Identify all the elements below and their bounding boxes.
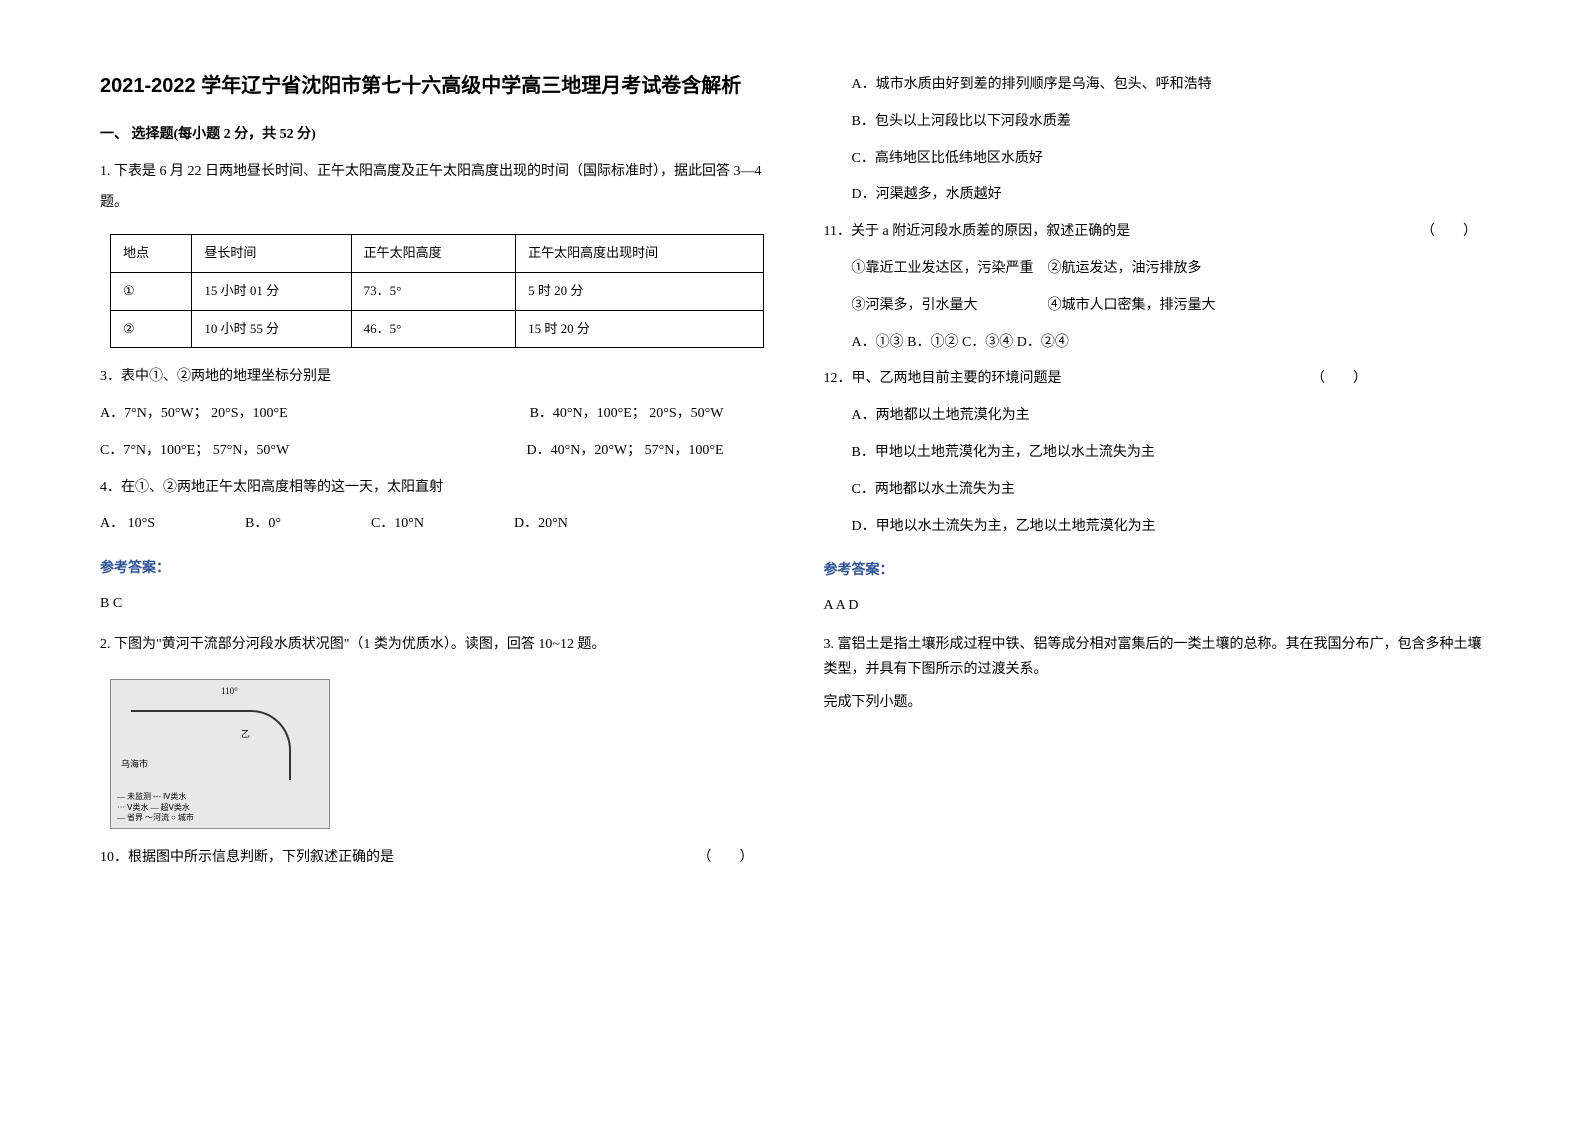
question-12-stem: 12．甲、乙两地目前主要的环境问题是 （ ） (824, 364, 1488, 395)
q4-option-b: B．0° (245, 509, 281, 540)
q4-option-d: D．20°N (514, 509, 568, 540)
q3-option-d: D．40°N，20°W； 57°N，100°E (527, 436, 724, 467)
cell: 10 小时 55 分 (192, 310, 351, 348)
q3-options-row2: C．7°N，100°E； 57°N，50°W D．40°N，20°W； 57°N… (100, 436, 764, 467)
right-column: A．城市水质由好到差的排列顺序是乌海、包头、呼和浩特 B．包头以上河段比以下河段… (824, 70, 1488, 1052)
legend-line-1: — 未监测 --- Ⅳ类水 (117, 792, 194, 802)
q10-stem-text: 10．根据图中所示信息判断，下列叙述正确的是 (100, 850, 394, 865)
th-noon-alt: 正午太阳高度 (351, 235, 515, 273)
q10-paren: （ ） (698, 843, 754, 874)
q10-option-a: A．城市水质由好到差的排列顺序是乌海、包头、呼和浩特 (852, 70, 1488, 101)
question-1-stem: 1. 下表是 6 月 22 日两地昼长时间、正午太阳高度及正午太阳高度出现的时间… (100, 157, 764, 219)
q11-sub1: ①靠近工业发达区，污染严重 ②航运发达，油污排放多 (852, 254, 1488, 285)
cell: 73．5° (351, 272, 515, 310)
question-3b-stem: 3. 富铝土是指土壤形成过程中铁、铝等成分相对富集后的一类土壤的总称。其在我国分… (824, 632, 1488, 682)
q10-option-c: C．高纬地区比低纬地区水质好 (852, 144, 1488, 175)
answer-label-2: 参考答案： (824, 556, 1488, 587)
q3-option-a: A．7°N，50°W； 20°S，100°E (100, 399, 288, 430)
question-10-stem: 10．根据图中所示信息判断，下列叙述正确的是 （ ） (100, 843, 764, 874)
q12-stem-text: 12．甲、乙两地目前主要的环境问题是 (824, 371, 1062, 386)
q12-option-c: C．两地都以水土流失为主 (852, 475, 1488, 506)
q11-sub2: ③河渠多，引水量大 ④城市人口密集，排污量大 (852, 291, 1488, 322)
legend-line-2: ··· Ⅴ类水 — 超Ⅴ类水 (117, 803, 194, 813)
cell: ② (111, 310, 192, 348)
question-4-stem: 4．在①、②两地正午太阳高度相等的这一天，太阳直射 (100, 473, 764, 504)
map-lon-label: 110° (221, 682, 238, 702)
q10-option-b: B．包头以上河段比以下河段水质差 (852, 107, 1488, 138)
map-label-yi: 乙 (241, 725, 250, 745)
th-noon-time: 正午太阳高度出现时间 (516, 235, 763, 273)
q3-option-b: B．40°N，100°E； 20°S，50°W (530, 399, 724, 430)
cell: ① (111, 272, 192, 310)
q4-option-c: C．10°N (371, 509, 424, 540)
q4-option-a: A． 10°S (100, 509, 155, 540)
cell: 5 时 20 分 (516, 272, 763, 310)
cell: 15 时 20 分 (516, 310, 763, 348)
q10-option-d: D．河渠越多，水质越好 (852, 180, 1488, 211)
table-row: ① 15 小时 01 分 73．5° 5 时 20 分 (111, 272, 764, 310)
legend-line-3: — 省界 ～河流 ○ 城市 (117, 813, 194, 823)
question-2-stem: 2. 下图为"黄河干流部分河段水质状况图"（1 类为优质水）。读图，回答 10~… (100, 630, 764, 661)
left-column: 2021-2022 学年辽宁省沈阳市第七十六高级中学高三地理月考试卷含解析 一、… (100, 70, 764, 1052)
q12-option-b: B．甲地以土地荒漠化为主，乙地以水土流失为主 (852, 438, 1488, 469)
answer-text-1: B C (100, 589, 764, 620)
q4-options-row: A． 10°S B．0° C．10°N D．20°N (100, 509, 764, 540)
map-city-wuhai: 乌海市 (121, 755, 148, 775)
q11-paren: （ ） (1421, 217, 1477, 248)
answer-text-2: A A D (824, 591, 1488, 622)
map-river-shape (131, 710, 291, 780)
cell: 46．5° (351, 310, 515, 348)
q12-option-d: D．甲地以水土流失为主，乙地以土地荒漠化为主 (852, 512, 1488, 543)
map-figure: 110° 乌海市 乙 — 未监测 --- Ⅳ类水 ··· Ⅴ类水 — 超Ⅴ类水 … (110, 679, 330, 829)
cell: 15 小时 01 分 (192, 272, 351, 310)
q3-options-row1: A．7°N，50°W； 20°S，100°E B．40°N，100°E； 20°… (100, 399, 764, 430)
q12-paren: （ ） (1311, 364, 1367, 395)
table-row: ② 10 小时 55 分 46．5° 15 时 20 分 (111, 310, 764, 348)
map-legend: — 未监测 --- Ⅳ类水 ··· Ⅴ类水 — 超Ⅴ类水 — 省界 ～河流 ○ … (117, 792, 194, 823)
exam-title: 2021-2022 学年辽宁省沈阳市第七十六高级中学高三地理月考试卷含解析 (100, 70, 764, 102)
table-header-row: 地点 昼长时间 正午太阳高度 正午太阳高度出现时间 (111, 235, 764, 273)
section-1-header: 一、 选择题(每小题 2 分，共 52 分) (100, 120, 764, 151)
q11-options: A．①③ B．①② C．③④ D．②④ (852, 328, 1488, 359)
question-3-stem: 3．表中①、②两地的地理坐标分别是 (100, 362, 764, 393)
data-table: 地点 昼长时间 正午太阳高度 正午太阳高度出现时间 ① 15 小时 01 分 7… (110, 234, 764, 348)
q3-option-c: C．7°N，100°E； 57°N，50°W (100, 436, 289, 467)
question-11-stem: 11．关于 a 附近河段水质差的原因，叙述正确的是 （ ） (824, 217, 1488, 248)
q11-stem-text: 11．关于 a 附近河段水质差的原因，叙述正确的是 (824, 224, 1131, 239)
th-location: 地点 (111, 235, 192, 273)
answer-label-1: 参考答案： (100, 554, 764, 585)
q12-option-a: A．两地都以土地荒漠化为主 (852, 401, 1488, 432)
question-3b-stem2: 完成下列小题。 (824, 688, 1488, 719)
th-daylength: 昼长时间 (192, 235, 351, 273)
